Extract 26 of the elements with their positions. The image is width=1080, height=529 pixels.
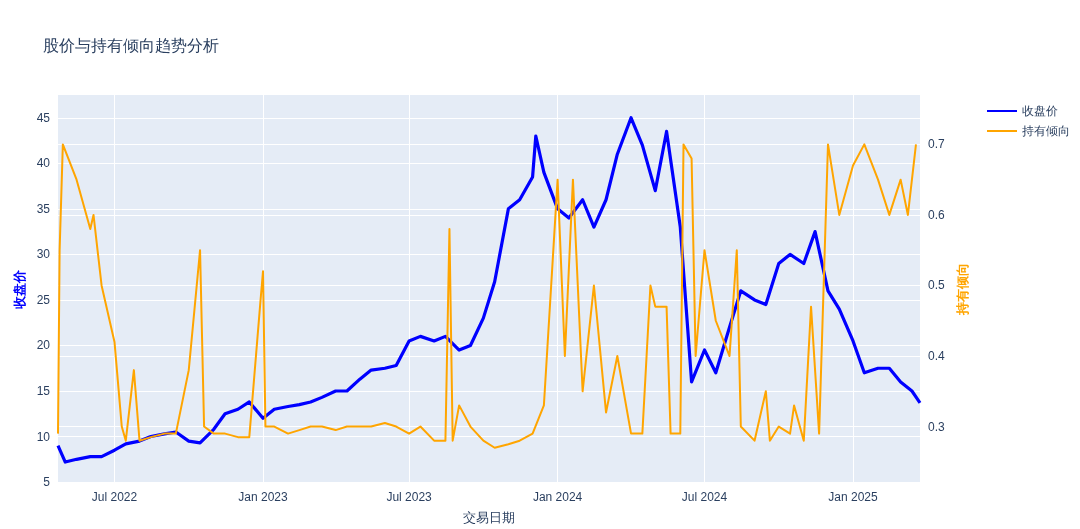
y-tick-label: 40 bbox=[36, 156, 51, 171]
x-tick-label: Jul 2022 bbox=[91, 490, 138, 504]
y2-tick-label: 0.6 bbox=[928, 207, 946, 222]
y-tick-label: 10 bbox=[36, 429, 51, 444]
x-tick-label: Jan 2024 bbox=[532, 490, 583, 504]
x-tick-label: Jul 2023 bbox=[386, 490, 433, 504]
y2-tick-label: 0.3 bbox=[928, 419, 946, 434]
y-tick-label: 45 bbox=[36, 110, 51, 125]
y-tick-label: 20 bbox=[36, 338, 51, 353]
x-axis-title: 交易日期 bbox=[463, 510, 515, 525]
x-tick-label: Jan 2023 bbox=[238, 490, 289, 504]
y2-tick-label: 0.7 bbox=[928, 137, 946, 152]
y-tick-label: 15 bbox=[36, 384, 51, 399]
y-tick-label: 35 bbox=[36, 201, 51, 216]
y-tick-label: 5 bbox=[43, 475, 51, 490]
y-tick-label: 30 bbox=[36, 247, 51, 262]
x-tick-label: Jul 2024 bbox=[681, 490, 728, 504]
y2-tick-label: 0.4 bbox=[928, 349, 946, 364]
y-axis-title: 收盘价 bbox=[11, 268, 27, 309]
y2-tick-label: 0.5 bbox=[928, 278, 946, 293]
y2-axis-title: 持有倾向 bbox=[954, 263, 970, 316]
x-tick-label: Jan 2025 bbox=[828, 490, 879, 504]
legend-label: 收盘价 bbox=[1022, 104, 1058, 118]
y-tick-label: 25 bbox=[36, 292, 51, 307]
chart-title: 股价与持有倾向趋势分析 bbox=[43, 36, 219, 54]
legend-label: 持有倾向 bbox=[1022, 124, 1070, 138]
